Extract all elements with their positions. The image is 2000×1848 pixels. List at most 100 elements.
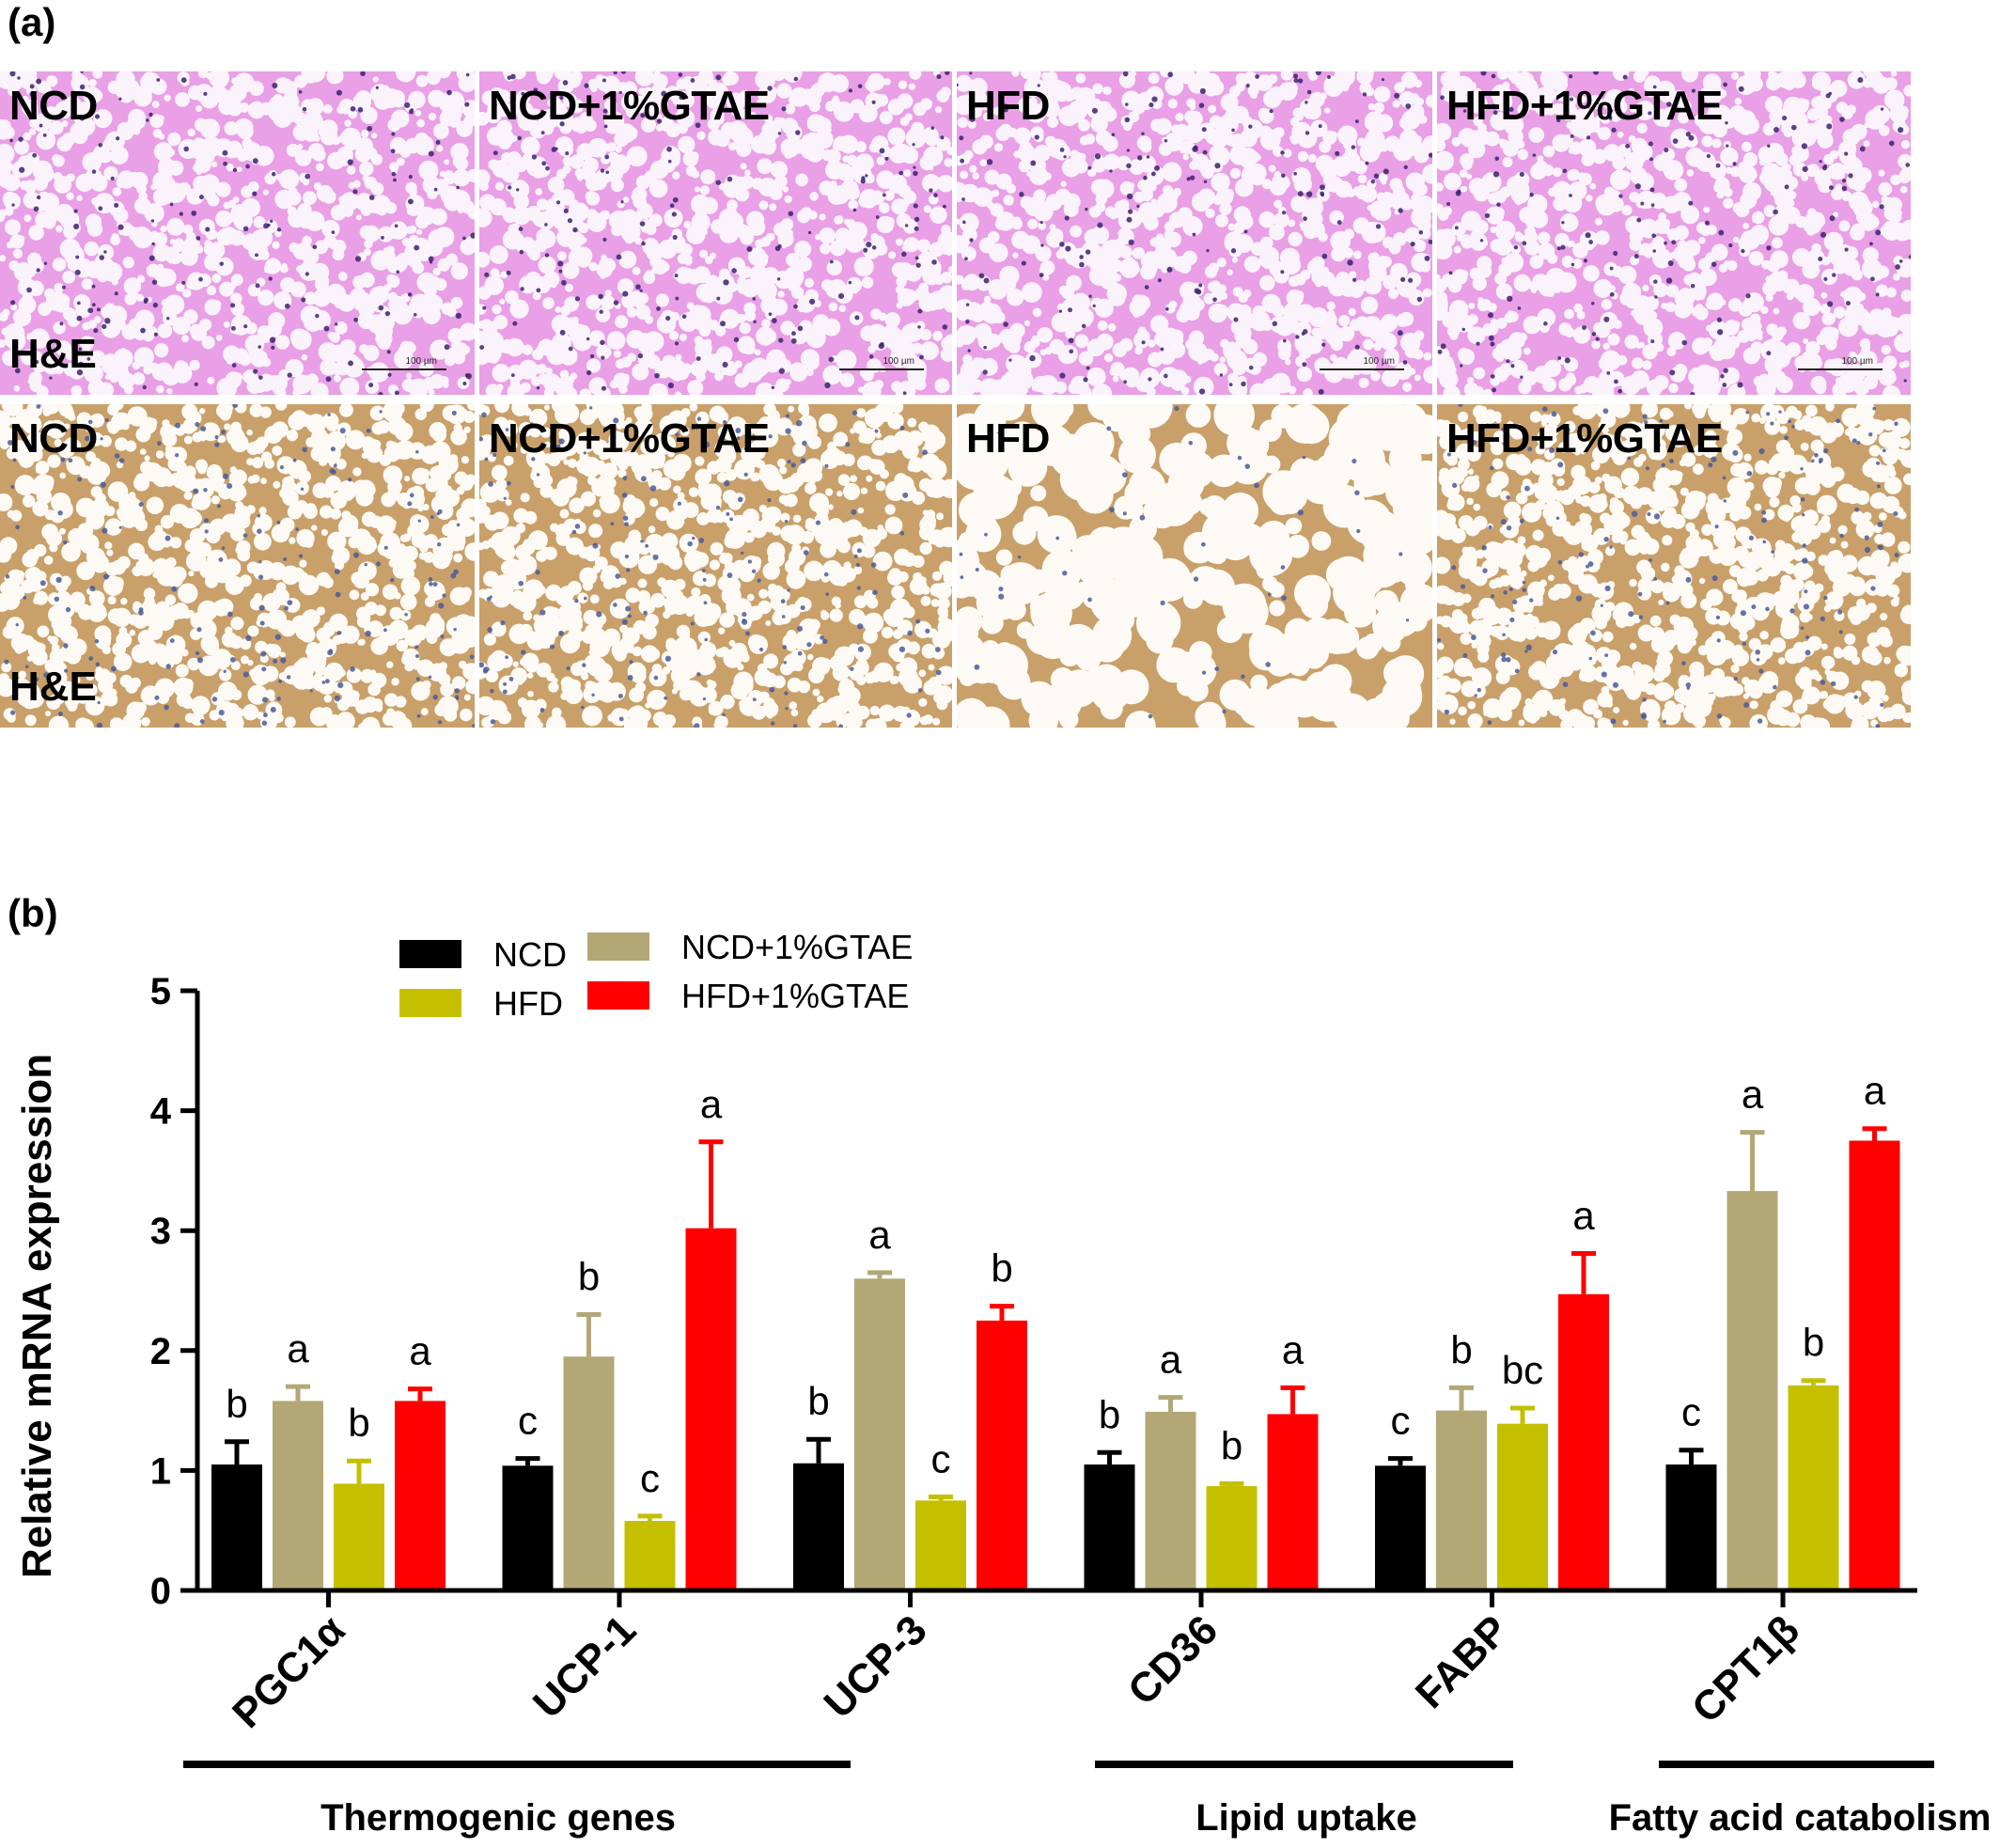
bar: [1375, 1465, 1426, 1590]
tissue-texture: [0, 404, 475, 728]
bar: [685, 1228, 737, 1590]
stain-label: H&E: [9, 664, 97, 710]
significance-letter: a: [1742, 1073, 1764, 1117]
gene-group-label: Fatty acid catabolism: [1609, 1797, 1992, 1839]
tile-group-label: HFD: [966, 83, 1050, 129]
micrograph-tile: HFD+1%GTAE: [1437, 404, 1911, 728]
tile-group-label: HFD+1%GTAE: [1446, 83, 1723, 129]
scale-bar-label: 100 µm: [1363, 356, 1395, 367]
bar: [1084, 1464, 1135, 1590]
y-tick-label: 4: [150, 1091, 172, 1133]
scale-bar: [1320, 368, 1404, 370]
significance-letter: a: [1864, 1069, 1886, 1113]
legend-swatch: [587, 932, 649, 961]
bar: [273, 1401, 323, 1590]
legend: NCD NCD+1%GTAE HFD HFD+1%GTAE: [399, 928, 913, 1023]
bar: [793, 1463, 844, 1590]
tissue-texture: [957, 71, 1432, 395]
significance-letter: c: [640, 1456, 660, 1500]
significance-letter: b: [348, 1401, 369, 1445]
gene-groups: Thermogenic genes Lipid uptake Fatty acid …: [183, 1761, 1992, 1839]
x-tick-label: FABP: [1407, 1606, 1518, 1717]
significance-letter: a: [409, 1329, 431, 1373]
bar: [1665, 1464, 1717, 1590]
legend-swatch: [399, 989, 461, 1017]
significance-letter: c: [1681, 1390, 1701, 1434]
scale-bar: [362, 368, 446, 370]
tissue-texture: [479, 404, 952, 728]
significance-letter: a: [700, 1082, 723, 1126]
bar: [1849, 1140, 1900, 1590]
y-tick-label: 5: [150, 971, 171, 1012]
significance-letter: a: [868, 1213, 891, 1257]
bar: [563, 1356, 615, 1590]
y-tick-label: 0: [150, 1571, 171, 1612]
legend-label: HFD+1%GTAE: [681, 977, 909, 1015]
tissue-texture: [0, 71, 475, 395]
panel-a-label: (a): [8, 0, 56, 44]
bar: [1727, 1191, 1778, 1590]
legend-swatch: [587, 981, 649, 1010]
tile-group-label: NCD: [9, 83, 98, 129]
x-tick-label: PGC1α: [224, 1606, 354, 1737]
legend-label: NCD: [493, 935, 567, 974]
bar: [915, 1500, 966, 1590]
micrograph-tile: HFD+1%GTAE 100 µm: [1437, 71, 1911, 395]
significance-letter: b: [578, 1255, 600, 1299]
tile-group-label: NCD+1%GTAE: [489, 83, 770, 129]
tissue-texture: [957, 404, 1432, 728]
significance-letter: c: [931, 1436, 951, 1480]
micrograph-tile: NCD+1%GTAE: [479, 404, 952, 728]
tissue-texture: [1437, 404, 1911, 728]
legend-swatch: [399, 940, 461, 968]
micrograph-tile: HFD 100 µm: [957, 71, 1432, 395]
significance-letter: b: [1803, 1321, 1824, 1365]
significance-letter: b: [807, 1379, 829, 1423]
significance-letter: b: [1221, 1423, 1242, 1467]
y-axis: 0 1 2 3 4 5: [150, 971, 200, 1612]
micrograph-tile: NCD H&E: [0, 404, 475, 728]
bar: [1267, 1414, 1319, 1590]
micrograph-tile: NCD H&E 100 µm: [0, 71, 475, 395]
tissue-texture: [479, 71, 952, 395]
significance-letter: b: [1099, 1392, 1120, 1436]
gene-group-label: Thermogenic genes: [320, 1797, 676, 1839]
tile-group-label: HFD+1%GTAE: [1446, 415, 1723, 462]
y-axis-label: Relative mRNA expression: [14, 1054, 60, 1578]
tile-group-label: NCD: [9, 415, 98, 462]
bar: [211, 1464, 262, 1590]
significance-letter: b: [991, 1246, 1012, 1291]
legend-label: NCD+1%GTAE: [681, 928, 913, 966]
bar: [395, 1401, 445, 1590]
x-tick-label: UCP-3: [816, 1606, 936, 1727]
micrograph-tile: HFD: [957, 404, 1432, 728]
gene-group-label: Lipid uptake: [1195, 1797, 1417, 1839]
bar: [502, 1465, 554, 1590]
significance-letter: a: [287, 1326, 309, 1370]
stain-label: H&E: [9, 331, 97, 377]
bar: [624, 1520, 676, 1590]
bar: [1206, 1485, 1258, 1590]
significance-letter: c: [1391, 1399, 1411, 1443]
bar: [1788, 1385, 1839, 1590]
bar: [1145, 1411, 1196, 1590]
x-axis: PGC1α UCP-1 UCP-3 CD36 FABP CPT1β: [197, 1588, 1917, 1737]
scale-bar: [1798, 368, 1883, 370]
significance-letter: a: [1282, 1327, 1305, 1371]
y-tick-label: 2: [150, 1331, 171, 1372]
significance-letter: bc: [1502, 1348, 1543, 1392]
scale-bar-label: 100 µm: [883, 356, 914, 367]
bar: [977, 1320, 1027, 1590]
bar: [854, 1278, 905, 1590]
scale-bar-label: 100 µm: [1841, 356, 1873, 367]
significance-letter: c: [518, 1399, 538, 1443]
bar: [1436, 1410, 1487, 1590]
y-tick-label: 1: [150, 1450, 171, 1492]
bar: [1497, 1423, 1548, 1590]
bar: [1558, 1293, 1609, 1590]
significance-letter: b: [226, 1382, 247, 1426]
bar: [334, 1483, 384, 1590]
scale-bar: [839, 368, 924, 370]
micrograph-tile: NCD+1%GTAE 100 µm: [479, 71, 952, 395]
